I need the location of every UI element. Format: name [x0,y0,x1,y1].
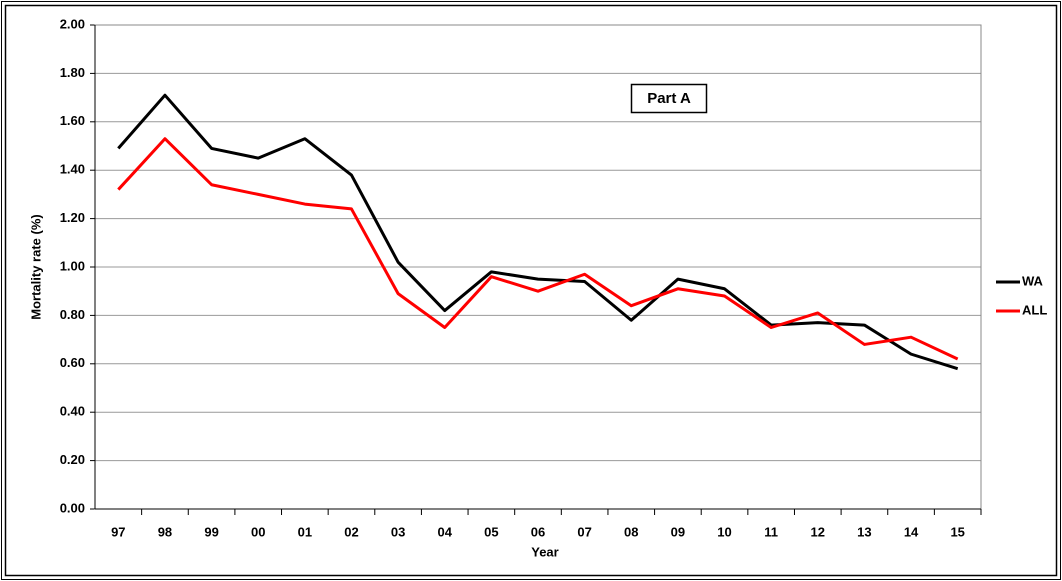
x-tick-label: 05 [484,524,498,539]
legend-label: WA [1022,273,1044,288]
y-axis-label: Mortality rate (%) [28,214,43,319]
x-tick-label: 98 [158,524,172,539]
x-tick-label: 00 [251,524,265,539]
x-tick-label: 10 [717,524,731,539]
series-line [117,137,959,361]
x-tick-label: 04 [438,524,453,539]
annotation-box [630,83,708,114]
y-tick-label: 0.80 [60,307,85,322]
y-tick-label: 1.80 [60,65,85,80]
y-tick-label: 0.20 [60,452,85,467]
inner-frame [4,4,1058,577]
y-tick-label: 0.40 [60,404,85,419]
x-tick-label: 12 [811,524,825,539]
x-tick-label: 99 [204,524,218,539]
x-tick-label: 08 [624,524,638,539]
y-tick-label: 0.60 [60,355,85,370]
x-tick-label: 11 [764,524,778,539]
x-tick-label: 02 [344,524,358,539]
x-tick-label: 06 [531,524,545,539]
x-tick-label: 14 [904,524,919,539]
y-tick-label: 1.00 [60,258,85,273]
x-tick-label: 09 [671,524,685,539]
x-axis-label: Year [531,544,558,559]
x-tick-label: 15 [950,524,964,539]
y-tick-label: 1.60 [60,113,85,128]
x-tick-label: 13 [857,524,871,539]
y-tick-label: 1.40 [60,162,85,177]
legend-label: ALL [1022,302,1047,317]
x-tick-label: 03 [391,524,405,539]
y-tick-label: 1.20 [60,210,85,225]
annotation: Part A [647,90,691,107]
x-tick-label: 97 [111,524,125,539]
series-line [117,93,959,371]
x-tick-label: 07 [577,524,591,539]
x-tick-label: 01 [298,524,312,539]
y-tick-label: 2.00 [60,16,85,31]
y-tick-label: 0.00 [60,500,85,515]
